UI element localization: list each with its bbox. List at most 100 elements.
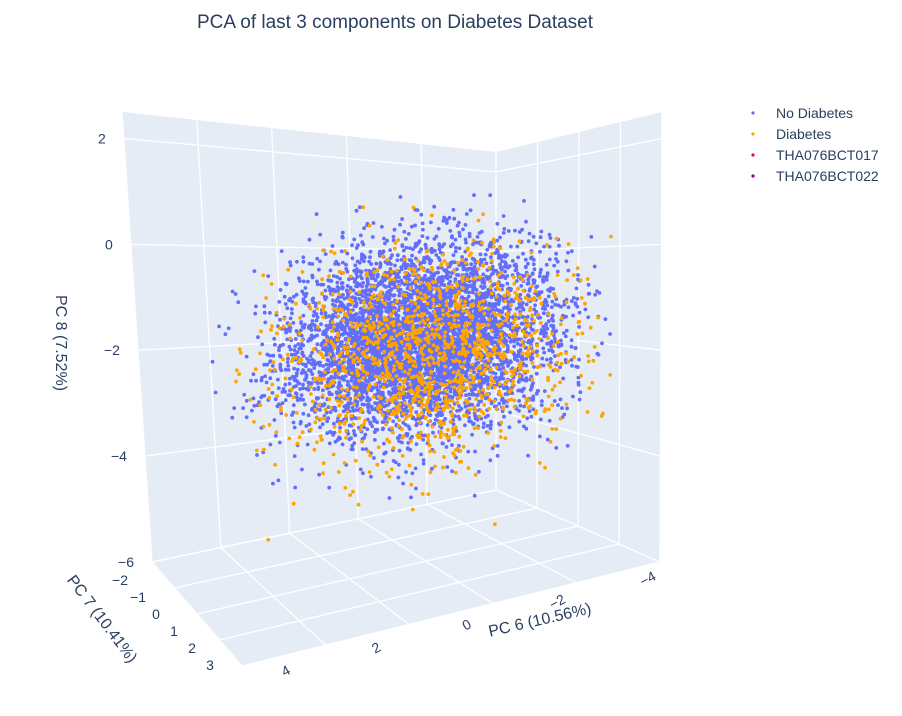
data-point [576, 273, 580, 277]
data-point [337, 435, 341, 440]
data-point [307, 336, 312, 341]
data-point [476, 314, 480, 319]
data-point [303, 370, 308, 375]
data-point [515, 358, 520, 363]
data-point [340, 323, 344, 328]
data-point [292, 454, 297, 458]
data-point [272, 336, 277, 341]
data-point [392, 227, 397, 232]
data-point [538, 249, 542, 254]
data-point [340, 442, 345, 447]
data-point [414, 442, 419, 446]
data-point [278, 364, 283, 369]
data-point [436, 226, 441, 231]
data-point [431, 294, 436, 299]
data-point [388, 248, 392, 253]
data-point [360, 294, 365, 299]
data-point [425, 236, 430, 240]
data-point [307, 358, 311, 363]
data-point [532, 278, 537, 283]
data-point [389, 262, 393, 266]
data-point [448, 274, 453, 279]
data-point [387, 496, 392, 500]
data-point [370, 407, 375, 412]
data-point [259, 395, 264, 400]
data-point [251, 372, 256, 377]
data-point [477, 469, 481, 474]
data-point [433, 248, 437, 253]
data-point [434, 253, 439, 257]
data-point [287, 381, 292, 386]
data-point [547, 232, 552, 237]
data-point [395, 253, 400, 258]
data-point [482, 284, 487, 289]
data-point [362, 255, 367, 260]
data-point [574, 364, 579, 369]
data-point [288, 263, 293, 268]
data-point [311, 313, 316, 318]
data-point [210, 359, 215, 364]
data-point [283, 382, 288, 387]
data-point [429, 246, 434, 251]
data-point [400, 281, 404, 285]
data-point [501, 214, 506, 218]
data-point [421, 461, 426, 466]
data-point [336, 286, 341, 291]
data-point [361, 281, 366, 285]
data-point [299, 328, 303, 333]
data-point [354, 408, 358, 412]
data-point [422, 255, 427, 260]
data-point [493, 371, 498, 376]
data-point [515, 244, 520, 249]
data-point [315, 397, 319, 401]
data-point [464, 240, 468, 245]
data-point [260, 342, 265, 347]
data-point [409, 495, 413, 500]
data-point [282, 294, 287, 299]
data-point [369, 474, 373, 479]
data-point [363, 295, 368, 300]
data-point [293, 485, 298, 490]
data-point [513, 228, 517, 233]
data-point [425, 269, 430, 274]
data-point [553, 354, 557, 358]
data-point [447, 302, 452, 307]
data-point [316, 360, 321, 365]
data-point [300, 467, 304, 472]
data-point [331, 298, 335, 303]
data-point [455, 223, 460, 228]
data-point [373, 352, 378, 356]
data-point [318, 425, 322, 430]
data-point [288, 260, 292, 265]
data-point [402, 408, 406, 412]
data-point [575, 297, 580, 301]
data-point [443, 217, 447, 222]
data-point [317, 267, 321, 272]
data-point [352, 432, 357, 436]
data-point [552, 263, 557, 268]
data-point [413, 466, 418, 471]
data-point [471, 242, 475, 247]
plot-scene[interactable] [121, 111, 663, 667]
data-point [393, 460, 398, 465]
data-point [319, 311, 324, 316]
data-point [361, 242, 366, 247]
data-point [484, 261, 489, 266]
data-point [502, 386, 506, 391]
data-point [366, 282, 370, 286]
data-point [413, 223, 417, 228]
data-point [526, 281, 531, 286]
data-point [330, 244, 335, 248]
data-point [508, 359, 513, 364]
data-point [478, 252, 483, 257]
data-point [513, 262, 518, 267]
data-point [280, 401, 285, 405]
data-point [321, 388, 325, 393]
data-point [347, 423, 352, 428]
data-point [273, 433, 278, 438]
data-point [389, 287, 394, 291]
data-point [508, 410, 512, 415]
data-point [384, 403, 388, 408]
data-point [419, 212, 424, 217]
data-point [547, 348, 552, 353]
